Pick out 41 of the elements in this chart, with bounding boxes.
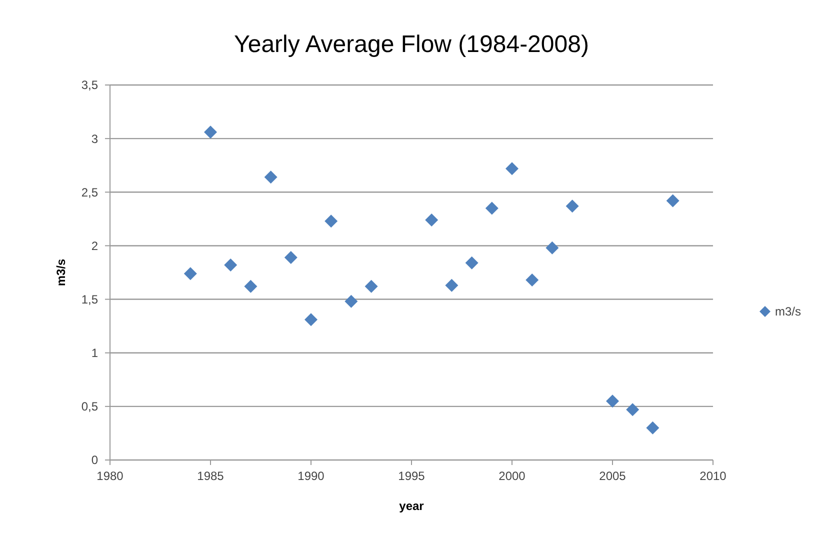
point [465,256,478,270]
point [324,214,338,228]
x-axis-title: year [399,499,424,513]
point [184,267,197,280]
point [546,241,559,254]
point [485,202,498,215]
x-tick-label: 1995 [398,469,426,483]
point [284,251,298,264]
point [364,280,378,293]
point [506,162,518,176]
y-tick-label: 0 [91,453,98,468]
y-tick-label: 1 [91,346,98,360]
y-tick-label: 3 [91,132,98,146]
point [606,394,619,408]
point [445,278,458,292]
y-axis-title: m3/s [54,258,68,286]
x-tick-label: 1990 [298,469,325,483]
point [224,258,238,272]
x-tick-label: 2005 [599,469,626,483]
point [646,421,660,434]
chart-title: Yearly Average Flow (1984-2008) [234,31,589,58]
point [204,126,217,139]
point [526,274,539,286]
point [566,200,579,213]
y-tick-label: 2,5 [81,185,98,200]
y-tick-label: 1,5 [81,292,98,306]
x-tick-label: 2010 [700,469,727,483]
y-tick-label: 2 [91,238,98,253]
point [244,280,258,293]
point [304,313,318,326]
legend-label: m3/s [775,304,802,319]
point [666,194,680,208]
y-tick-label: 3,5 [81,78,98,92]
point [344,294,358,308]
x-tick-label: 2000 [498,469,526,483]
x-tick-label: 1980 [96,469,124,483]
x-tick-label: 1985 [197,469,224,483]
point [264,170,278,184]
point [425,214,438,226]
point [626,403,640,416]
y-tick-label: 0,5 [81,400,98,414]
